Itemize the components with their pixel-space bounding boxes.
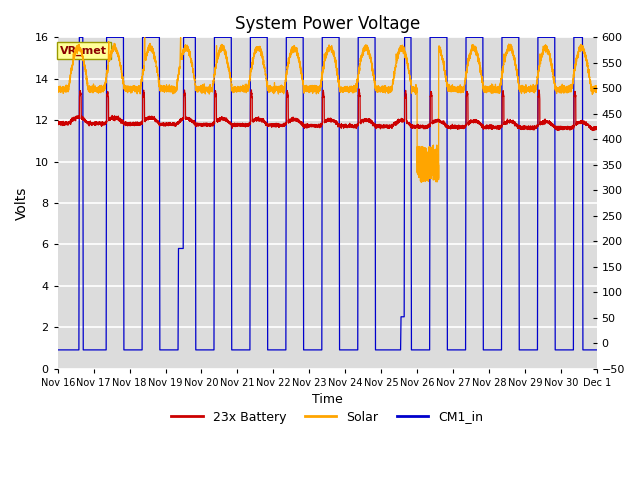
Legend: 23x Battery, Solar, CM1_in: 23x Battery, Solar, CM1_in [166,406,488,429]
Title: System Power Voltage: System Power Voltage [235,15,420,33]
X-axis label: Time: Time [312,393,342,406]
Text: VR_met: VR_met [60,46,108,56]
Y-axis label: Volts: Volts [15,186,29,220]
